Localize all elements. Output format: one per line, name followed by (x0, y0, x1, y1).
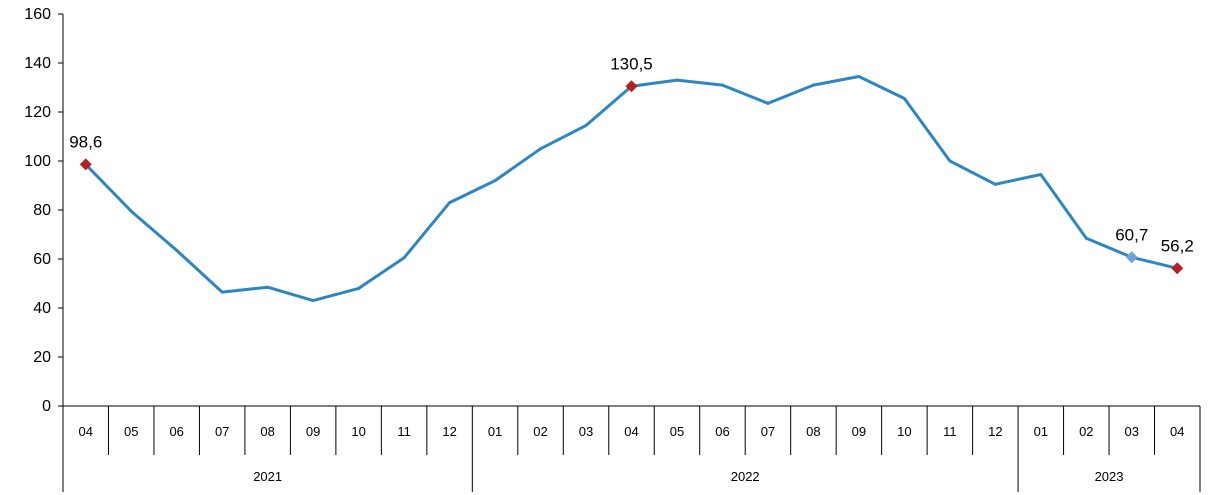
x-tick-label: 06 (715, 424, 729, 439)
x-tick-label: 08 (806, 424, 820, 439)
data-label: 98,6 (69, 132, 102, 151)
data-label: 130,5 (610, 54, 653, 73)
x-tick-label: 11 (397, 424, 411, 439)
x-tick-label: 04 (624, 424, 638, 439)
data-point (311, 299, 315, 303)
highlight-marker (1171, 262, 1184, 275)
data-point (902, 97, 906, 101)
x-tick-label: 06 (169, 424, 183, 439)
x-tick-label: 03 (579, 424, 593, 439)
data-point (675, 78, 679, 82)
x-tick-label: 02 (1079, 424, 1093, 439)
x-axis-categories: 04 05 06 07 08 09 10 11 12 01 02 03 04 05 06 07 08 09 10 11… (62, 406, 1201, 492)
x-tick-label: 02 (533, 424, 547, 439)
series-layer (84, 74, 1179, 303)
data-point (857, 74, 861, 78)
x-tick-label: 09 (306, 424, 320, 439)
y-tick-label: 0 (42, 398, 51, 415)
data-point (175, 248, 179, 252)
x-tick-label: 04 (79, 424, 93, 439)
y-tick-label: 80 (33, 202, 51, 219)
year-label: 2022 (731, 469, 760, 484)
x-tick-label: 09 (852, 424, 866, 439)
data-point (448, 201, 452, 205)
x-tick-label: 07 (215, 424, 229, 439)
data-label: 56,2 (1161, 236, 1194, 255)
data-point (993, 182, 997, 186)
data-point (948, 159, 952, 163)
data-labels: 98,6 130,5 60,7 56,2 (69, 54, 1194, 275)
data-point (811, 83, 815, 87)
x-tick-label: 01 (488, 424, 502, 439)
y-tick-label: 20 (33, 349, 51, 366)
x-tick-label: 08 (260, 424, 274, 439)
data-point (220, 290, 224, 294)
x-tick-label: 10 (897, 424, 911, 439)
x-tick-label: 05 (124, 424, 138, 439)
data-point (766, 101, 770, 105)
y-tick-label: 40 (33, 300, 51, 317)
y-axis-ticks: 0 20 40 60 80 100 120 140 160 (24, 6, 63, 415)
data-point (266, 285, 270, 289)
x-tick-label: 04 (1170, 424, 1184, 439)
x-tick-label: 12 (988, 424, 1002, 439)
data-point (539, 147, 543, 151)
series-line (84, 75, 1178, 303)
year-label: 2023 (1095, 469, 1124, 484)
data-point (402, 256, 406, 260)
y-tick-label: 100 (24, 153, 51, 170)
data-point (129, 209, 133, 213)
x-tick-label: 05 (670, 424, 684, 439)
highlight-marker (1125, 251, 1138, 264)
x-tick-label: 01 (1034, 424, 1048, 439)
x-tick-label: 03 (1125, 424, 1139, 439)
y-tick-label: 140 (24, 55, 51, 72)
y-tick-label: 60 (33, 251, 51, 268)
data-point (1084, 236, 1088, 240)
data-point (584, 123, 588, 127)
y-tick-label: 120 (24, 104, 51, 121)
data-point (720, 83, 724, 87)
year-label: 2021 (253, 469, 282, 484)
data-label: 60,7 (1115, 225, 1148, 244)
x-tick-label: 07 (761, 424, 775, 439)
data-point (1039, 172, 1043, 176)
data-point (493, 179, 497, 183)
x-tick-label: 10 (351, 424, 365, 439)
y-tick-label: 160 (24, 6, 51, 23)
x-tick-label: 11 (943, 424, 957, 439)
data-point (357, 286, 361, 290)
highlight-marker (625, 80, 638, 93)
x-tick-label: 12 (442, 424, 456, 439)
highlight-marker (79, 158, 92, 171)
